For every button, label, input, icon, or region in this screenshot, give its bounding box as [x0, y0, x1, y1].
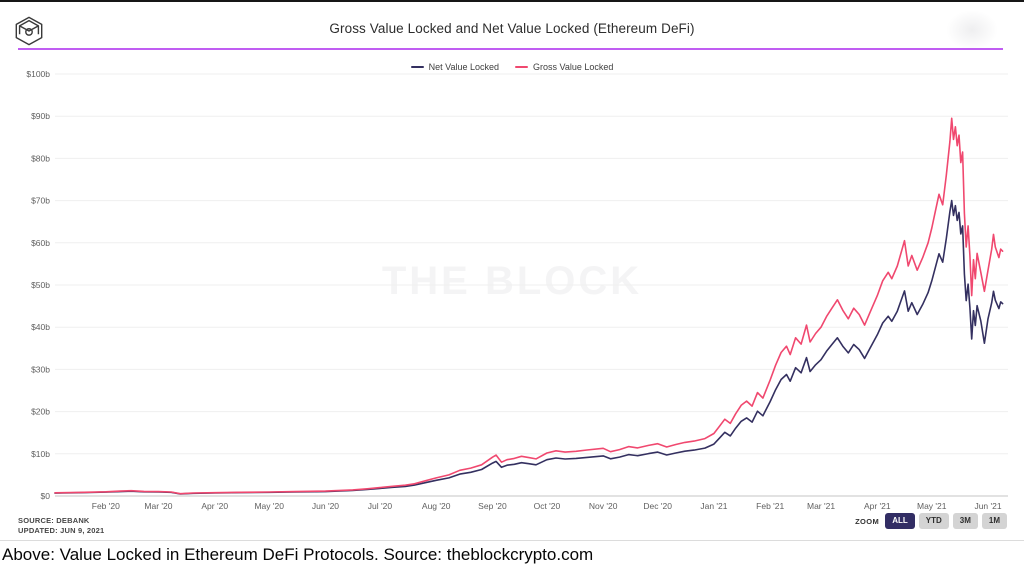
svg-text:Mar '20: Mar '20 [144, 501, 172, 511]
svg-text:Aug '20: Aug '20 [422, 501, 451, 511]
legend-item-gross-value-locked[interactable]: Gross Value Locked [515, 62, 613, 72]
svg-text:$80b: $80b [31, 153, 50, 163]
svg-text:Mar '21: Mar '21 [807, 501, 835, 511]
svg-text:$30b: $30b [31, 364, 50, 374]
svg-text:$100b: $100b [26, 69, 50, 79]
zoom-button-1m[interactable]: 1M [981, 513, 1007, 529]
header-accent-line [18, 48, 1003, 50]
zoom-controls: ZOOM ALL YTD 3M 1M [855, 513, 1007, 529]
svg-text:Jul '20: Jul '20 [368, 501, 393, 511]
zoom-button-all[interactable]: ALL [885, 513, 915, 529]
svg-text:May '21: May '21 [917, 501, 947, 511]
svg-text:$50b: $50b [31, 280, 50, 290]
updated-line: UPDATED: JUN 9, 2021 [18, 525, 105, 535]
legend-line-swatch-gross [515, 66, 528, 68]
svg-text:$90b: $90b [31, 111, 50, 121]
svg-text:Oct '20: Oct '20 [534, 501, 561, 511]
svg-text:$20b: $20b [31, 407, 50, 417]
svg-text:$60b: $60b [31, 238, 50, 248]
svg-text:Jun '20: Jun '20 [312, 501, 339, 511]
chart-title: Gross Value Locked and Net Value Locked … [329, 21, 695, 36]
svg-text:May '20: May '20 [254, 501, 284, 511]
source-line: SOURCE: DEBANK [18, 516, 90, 525]
legend-line-swatch-net [410, 66, 424, 68]
svg-text:$40b: $40b [31, 322, 50, 332]
zoom-button-ytd[interactable]: YTD [918, 513, 949, 529]
legend-label-gross: Gross Value Locked [533, 62, 614, 72]
svg-text:Apr '21: Apr '21 [864, 501, 891, 511]
svg-text:Nov '20: Nov '20 [589, 501, 618, 511]
svg-text:Feb '20: Feb '20 [92, 501, 120, 511]
legend-item-net-value-locked[interactable]: Net Value Locked [410, 62, 499, 72]
zoom-button-3m[interactable]: 3M [952, 513, 978, 529]
zoom-label: ZOOM [855, 516, 880, 526]
svg-text:Apr '20: Apr '20 [201, 501, 228, 511]
svg-text:Feb '21: Feb '21 [756, 501, 784, 511]
watermark-smudge [946, 10, 998, 50]
svg-text:Jun '21: Jun '21 [974, 501, 1001, 511]
chart-legend: Net Value Locked Gross Value Locked [0, 62, 1024, 72]
caption: Above: Value Locked in Ethereum DeFi Pro… [2, 545, 594, 564]
source-note: SOURCE: DEBANK UPDATED: JUN 9, 2021 [18, 516, 104, 535]
svg-text:Sep '20: Sep '20 [478, 501, 507, 511]
line-chart-plot[interactable]: $0 $10b $20b $30b $40b $50b $60b $70b $80b $90b $1… [0, 2, 1024, 543]
theblock-logo-icon[interactable] [13, 15, 45, 47]
svg-text:$70b: $70b [31, 196, 50, 206]
legend-label-net: Net Value Locked [428, 62, 499, 72]
svg-text:$0: $0 [41, 491, 51, 501]
svg-text:$10b: $10b [31, 449, 50, 459]
svg-text:Dec '20: Dec '20 [643, 501, 672, 511]
svg-text:Jan '21: Jan '21 [700, 501, 727, 511]
chart-card: Gross Value Locked and Net Value Locked … [0, 0, 1024, 541]
